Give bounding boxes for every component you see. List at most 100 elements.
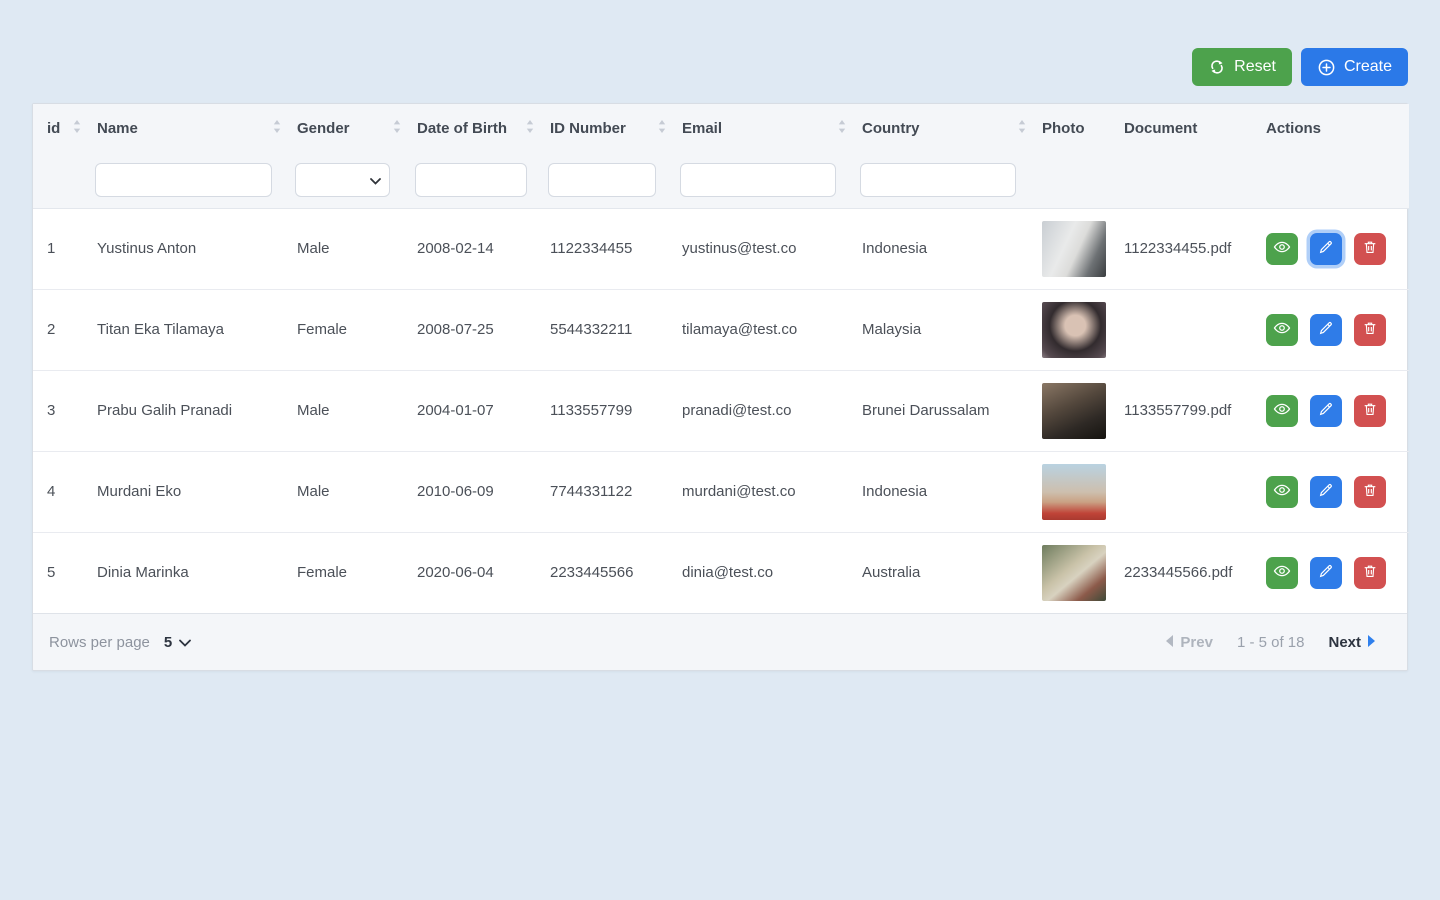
cell-country: Malaysia: [860, 289, 1040, 371]
country-filter-input[interactable]: [860, 163, 1016, 198]
view-button[interactable]: [1266, 394, 1298, 427]
cell-dob: 2010-06-09: [415, 451, 548, 533]
table-footer: Rows per page 5 Prev 1 - 5 of 18 Next: [33, 613, 1407, 670]
reset-button-label: Reset: [1234, 58, 1276, 75]
column-header-dob[interactable]: Date of Birth: [415, 104, 548, 153]
table-row: 4 Murdani Eko Male 2010-06-09 7744331122…: [33, 451, 1409, 533]
column-header-id[interactable]: id: [33, 104, 95, 153]
cell-name: Yustinus Anton: [95, 208, 295, 290]
column-label: Actions: [1266, 120, 1322, 137]
column-label: Document: [1124, 120, 1198, 137]
pagination-controls: Prev 1 - 5 of 18 Next: [1166, 634, 1375, 651]
cell-id-number: 7744331122: [548, 451, 680, 533]
edit-button[interactable]: [1310, 394, 1342, 427]
table-row: 5 Dinia Marinka Female 2020-06-04 223344…: [33, 532, 1409, 613]
sort-icon: [73, 120, 81, 137]
column-header-email[interactable]: Email: [680, 104, 860, 153]
cell-document: [1122, 289, 1264, 371]
plus-circle-icon: [1317, 58, 1336, 77]
cell-name: Murdani Eko: [95, 451, 295, 533]
next-page-button[interactable]: Next: [1328, 634, 1375, 651]
eye-icon: [1273, 319, 1291, 340]
view-button[interactable]: [1266, 556, 1298, 589]
view-button[interactable]: [1266, 475, 1298, 508]
edit-button[interactable]: [1310, 313, 1342, 346]
cell-email: pranadi@test.co: [680, 370, 860, 452]
photo-thumbnail: [1042, 382, 1106, 439]
rows-per-page-label: Rows per page: [49, 633, 150, 651]
column-header-gender[interactable]: Gender: [295, 104, 415, 153]
column-header-name[interactable]: Name: [95, 104, 295, 153]
cell-id-number: 1133557799: [548, 370, 680, 452]
cell-gender: Female: [297, 564, 348, 582]
trash-icon: [1362, 563, 1378, 582]
cell-dob: 2008-02-14: [415, 208, 548, 290]
table-header-row: id Name Gender Date of Birth ID Number E…: [33, 104, 1409, 153]
eye-icon: [1273, 562, 1291, 583]
pencil-icon: [1318, 401, 1334, 420]
dob-filter-input[interactable]: [415, 163, 527, 198]
cell-id: 1: [33, 208, 95, 290]
cell-id: 3: [33, 370, 95, 452]
email-filter-input[interactable]: [680, 163, 836, 198]
column-header-actions: Actions: [1264, 104, 1409, 153]
name-filter-input[interactable]: [95, 163, 272, 198]
delete-button[interactable]: [1354, 394, 1386, 427]
sort-icon: [1018, 120, 1026, 137]
prev-page-button[interactable]: Prev: [1166, 634, 1213, 651]
column-header-id-number[interactable]: ID Number: [548, 104, 680, 153]
sort-icon: [273, 120, 281, 137]
eye-icon: [1273, 400, 1291, 421]
view-button[interactable]: [1266, 313, 1298, 346]
delete-button[interactable]: [1354, 313, 1386, 346]
page-range-text: 1 - 5 of 18: [1236, 633, 1305, 651]
column-header-country[interactable]: Country: [860, 104, 1040, 153]
edit-button[interactable]: [1310, 475, 1342, 508]
delete-button[interactable]: [1354, 556, 1386, 589]
rows-per-page-select[interactable]: 5: [163, 633, 192, 651]
photo-thumbnail: [1042, 544, 1106, 601]
edit-button[interactable]: [1310, 232, 1342, 265]
cell-dob: 2020-06-04: [417, 564, 494, 582]
view-button[interactable]: [1266, 232, 1298, 265]
edit-button[interactable]: [1310, 556, 1342, 589]
cell-gender: Male: [295, 451, 415, 533]
id-number-filter-input[interactable]: [548, 163, 656, 198]
trash-icon: [1362, 401, 1378, 420]
cell-id-number: 1122334455: [548, 208, 680, 290]
cell-document: 1133557799.pdf: [1122, 370, 1264, 452]
cell-dob: 2004-01-07: [415, 370, 548, 452]
column-label: Name: [97, 120, 138, 137]
rows-per-page-value: 5: [163, 633, 173, 651]
cell-document: 1122334455.pdf: [1122, 208, 1264, 290]
cell-gender: Male: [295, 208, 415, 290]
cell-document: 2233445566.pdf: [1124, 564, 1233, 582]
cell-gender: Female: [295, 289, 415, 371]
data-table-card: id Name Gender Date of Birth ID Number E…: [32, 103, 1409, 671]
chevron-down-icon: [179, 634, 192, 651]
cell-email: yustinus@test.co: [680, 208, 860, 290]
gender-filter-select[interactable]: [295, 163, 390, 198]
trash-icon: [1362, 239, 1378, 258]
caret-left-icon: [1166, 634, 1174, 651]
cell-id: 2: [33, 289, 95, 371]
sort-icon: [658, 120, 666, 137]
column-label: id: [47, 120, 61, 137]
reset-button[interactable]: Reset: [1192, 48, 1292, 86]
cell-id-number: 2233445566: [550, 564, 634, 582]
cell-name: Dinia Marinka: [97, 564, 189, 582]
trash-icon: [1362, 320, 1378, 339]
cell-name: Titan Eka Tilamaya: [95, 289, 295, 371]
delete-button[interactable]: [1354, 475, 1386, 508]
delete-button[interactable]: [1354, 232, 1386, 265]
cell-email: tilamaya@test.co: [680, 289, 860, 371]
create-button[interactable]: Create: [1300, 48, 1408, 86]
cell-id: 4: [33, 451, 95, 533]
sort-icon: [838, 120, 846, 137]
sort-icon: [393, 120, 401, 137]
cell-country: Indonesia: [860, 208, 1040, 290]
next-label: Next: [1328, 633, 1361, 651]
pencil-icon: [1318, 320, 1334, 339]
cell-dob: 2008-07-25: [415, 289, 548, 371]
